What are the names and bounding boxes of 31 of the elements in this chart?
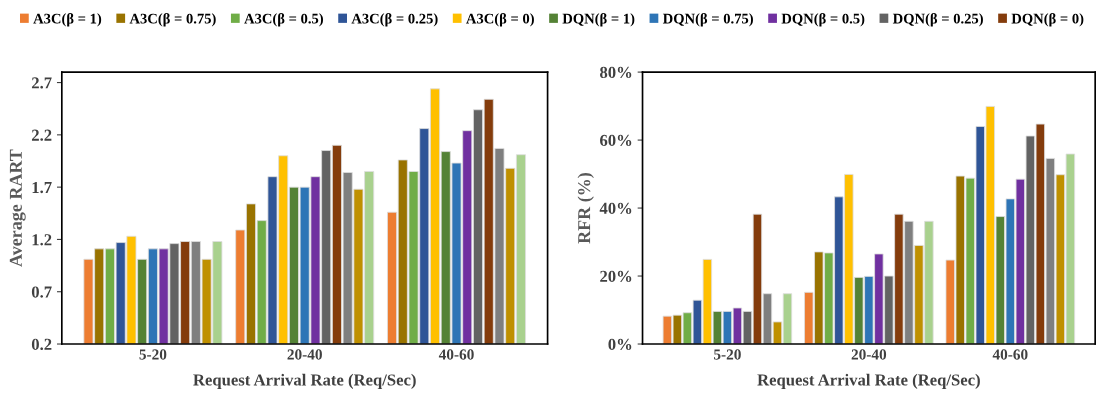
legend-label: DQN(β = 1) bbox=[562, 13, 635, 27]
x-tick-label: 5-20 bbox=[139, 349, 167, 360]
y-tick-label: 1.2 bbox=[32, 234, 52, 246]
legend-label: A3C(β = 0) bbox=[466, 13, 534, 27]
x-tick-label: 20-40 bbox=[851, 349, 887, 360]
y-tick-label: 0.7 bbox=[31, 286, 52, 298]
x-tick-label: 40-60 bbox=[438, 349, 474, 360]
legend-label: DQN(β = 0.5) bbox=[781, 13, 865, 27]
legend-label: A3C(β = 0.5) bbox=[244, 13, 323, 27]
y-tick-label: 0% bbox=[608, 338, 632, 351]
y-tick-label: 2.7 bbox=[31, 77, 52, 89]
y-tick-label: 0.2 bbox=[31, 338, 52, 351]
legend-label: DQN(β = 0.25) bbox=[892, 13, 983, 27]
legend-label: A3C(β = 0.25) bbox=[351, 13, 438, 27]
legend-label: DQN(β = 0) bbox=[1011, 13, 1084, 27]
legend-label: A3C(β = 1) bbox=[33, 13, 102, 27]
legend-label: A3C(β = 0.75) bbox=[129, 13, 216, 27]
x-tick-label: 5-20 bbox=[714, 349, 741, 360]
y-tick-label: 20% bbox=[600, 270, 632, 283]
y-axis-title: RFR (%) bbox=[577, 173, 594, 244]
x-axis-title: Request Arrival Rate (Req/Sec) bbox=[193, 373, 416, 389]
y-tick-label: 1.7 bbox=[32, 181, 52, 194]
x-tick-label: 20-40 bbox=[287, 349, 322, 360]
x-tick-label: 40-60 bbox=[992, 349, 1028, 360]
y-tick-label: 40% bbox=[599, 202, 632, 215]
legend-label: DQN(β = 0.75) bbox=[662, 13, 753, 27]
y-tick-label: 80% bbox=[600, 66, 632, 79]
y-tick-label: 2.2 bbox=[31, 129, 52, 141]
y-axis-title: Average RART bbox=[9, 149, 26, 267]
x-axis-title: Request Arrival Rate (Req/Sec) bbox=[757, 373, 980, 389]
y-tick-label: 60% bbox=[600, 134, 632, 147]
